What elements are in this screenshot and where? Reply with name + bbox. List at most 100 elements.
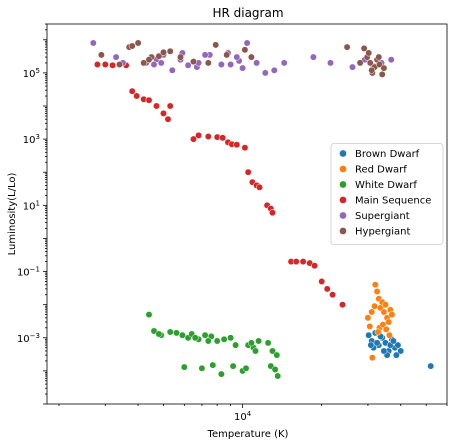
hypergiant-point [155, 52, 163, 60]
y-axis-label: Luminosity(L/Lo) [7, 173, 18, 256]
white-dwarf-point [204, 337, 212, 345]
supergiant-point [309, 53, 317, 61]
main-sequence-point [204, 133, 212, 140]
supergiant-point [227, 61, 235, 68]
hypergiant-point [356, 59, 364, 67]
brown-dwarf-point [380, 347, 388, 355]
hypergiant-point [365, 49, 373, 57]
white-dwarf-point [201, 331, 209, 339]
main-sequence-point [219, 134, 227, 142]
main-sequence-point [256, 183, 263, 191]
hypergiant-point [212, 41, 220, 49]
supergiant-point [270, 66, 278, 74]
hypergiant-point [360, 44, 368, 52]
brown-dwarf-point [392, 351, 400, 359]
supergiant-point [89, 39, 97, 47]
hypergiant-point [140, 59, 148, 67]
main-sequence-point [166, 102, 174, 110]
main-sequence-point [311, 262, 319, 270]
x-axis-ticks: 104 [58, 404, 448, 423]
hypergiant-point [190, 58, 197, 66]
hypergiant-point [97, 51, 105, 59]
red-dwarf-point [373, 288, 381, 295]
main-sequence-point [93, 61, 101, 68]
white-dwarf-point [191, 334, 199, 342]
white-dwarf-point [274, 372, 282, 380]
main-sequence-point [244, 168, 252, 176]
red-dwarf-point [374, 328, 382, 336]
supergiant-point [327, 59, 334, 67]
main-sequence-point [233, 141, 241, 149]
legend-label: White Dwarf [355, 180, 417, 191]
white-dwarf-point [217, 370, 225, 378]
main-sequence-point [292, 258, 300, 266]
main-sequence-point [241, 144, 249, 152]
white-dwarf-point [255, 337, 263, 345]
legend: Brown Dwarf Red Dwarf White Dwarf Main Sequ… [330, 143, 444, 245]
hypergiant-point [380, 64, 388, 72]
supergiant-point [184, 61, 192, 69]
hypergiant-point [204, 59, 212, 67]
white-dwarf-point [229, 362, 237, 370]
brown-dwarf-point [397, 347, 405, 355]
white-dwarf-point [166, 328, 174, 336]
white-dwarf-point [271, 366, 279, 373]
hypergiant-point [241, 46, 249, 54]
white-dwarf-point [209, 361, 217, 369]
white-dwarf-point [252, 347, 259, 355]
supergiant-point [201, 51, 209, 59]
y-axis-ticks: 10−3 10−1 101 103 105 [17, 23, 47, 405]
red-dwarf-point [385, 331, 393, 339]
white-dwarf-point [242, 364, 250, 372]
red-dwarf-point [379, 321, 387, 329]
main-sequence-point [153, 102, 160, 110]
hypergiant-point [343, 43, 351, 51]
legend-label: Hypergiant [355, 227, 410, 238]
y-tick-label: 10−3 [17, 332, 40, 345]
main-sequence-point [339, 301, 346, 309]
legend-label: Main Sequence [355, 196, 431, 207]
legend-marker [339, 196, 347, 204]
hypergiant-point [378, 70, 386, 78]
scatter-points [89, 39, 435, 380]
legend-label: Supergiant [355, 211, 410, 222]
brown-dwarf-point [394, 341, 402, 349]
red-dwarf-point [371, 281, 379, 289]
main-sequence-point [190, 135, 197, 143]
main-sequence-point [128, 87, 136, 95]
white-dwarf-point [155, 330, 163, 338]
white-dwarf-point [198, 364, 206, 372]
white-dwarf-point [145, 311, 153, 319]
main-sequence-point [318, 278, 326, 285]
hypergiant-point [166, 47, 174, 55]
white-dwarf-point [220, 335, 228, 343]
main-sequence-point [195, 131, 203, 139]
brown-dwarf-point [373, 339, 381, 347]
legend-marker [339, 149, 347, 158]
main-sequence-point [329, 291, 337, 299]
white-dwarf-point [173, 329, 180, 337]
main-sequence-point [299, 258, 307, 266]
white-dwarf-point [264, 339, 272, 347]
white-dwarf-point [227, 334, 235, 342]
supergiant-point [243, 39, 251, 47]
supergiant-point [157, 59, 165, 67]
legend-marker [339, 211, 347, 220]
legend-label: Brown Dwarf [355, 149, 420, 160]
hypergiant-point [375, 53, 383, 61]
white-dwarf-point [247, 339, 255, 347]
red-dwarf-point [382, 325, 390, 333]
hypergiant-point [247, 53, 255, 61]
legend-marker [339, 180, 347, 189]
white-dwarf-point [269, 347, 276, 355]
supergiant-point [253, 59, 261, 67]
main-sequence-point [323, 285, 331, 293]
hypergiant-point [128, 42, 136, 50]
main-sequence-point [109, 61, 117, 69]
main-sequence-point [164, 115, 172, 123]
red-dwarf-point [364, 314, 372, 322]
red-dwarf-point [371, 302, 379, 310]
supergiant-point [233, 53, 241, 61]
main-sequence-point [145, 96, 153, 104]
